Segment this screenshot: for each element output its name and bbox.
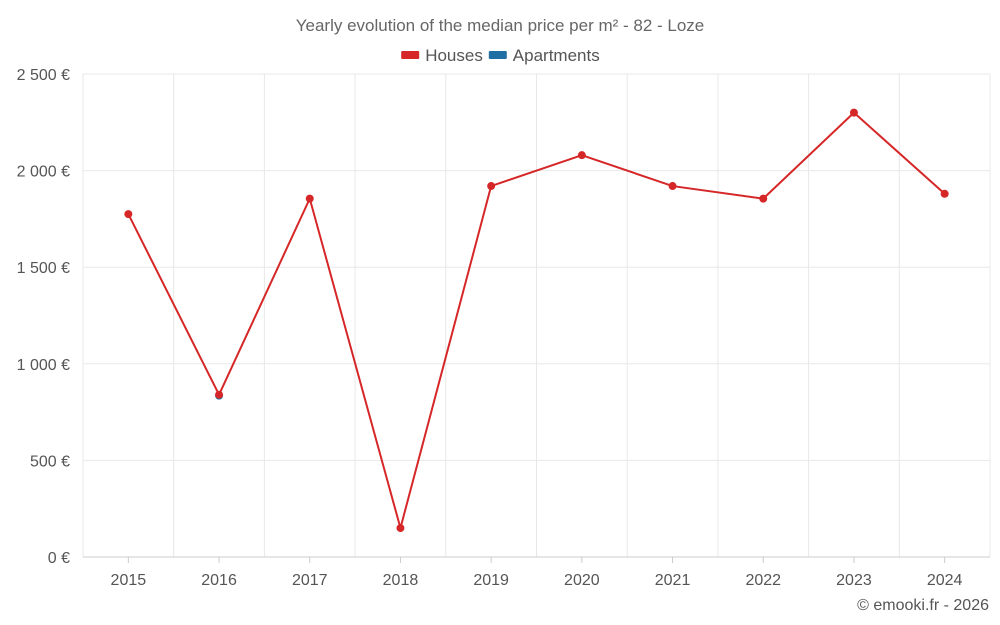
- y-tick-label: 1 000 €: [17, 357, 70, 374]
- legend-label-houses: Houses: [425, 46, 483, 65]
- x-tick-label: 2015: [111, 572, 147, 589]
- x-tick-label: 2019: [473, 572, 509, 589]
- y-tick-label: 2 000 €: [17, 164, 70, 181]
- x-tick-label: 2020: [564, 572, 600, 589]
- y-tick-label: 2 500 €: [17, 67, 70, 84]
- x-tick-label: 2023: [836, 572, 872, 589]
- x-axis: 2015 2016 2017 2018 2019 2020 2021 2022 2023 2024: [83, 556, 990, 589]
- houses-point: [759, 194, 768, 203]
- legend-swatch-houses: [401, 51, 420, 59]
- x-tick-label: 2016: [201, 572, 237, 589]
- legend: Houses Apartments: [401, 46, 600, 65]
- houses-point: [668, 182, 677, 191]
- chart-title: Yearly evolution of the median price per…: [296, 16, 705, 35]
- houses-point: [849, 108, 858, 117]
- houses-point: [577, 151, 586, 160]
- x-tick-label: 2017: [292, 572, 328, 589]
- houses-point: [215, 390, 224, 399]
- legend-swatch-apartments: [488, 51, 507, 59]
- houses-point: [396, 524, 405, 533]
- houses-point: [124, 210, 133, 219]
- houses-line: [127, 111, 946, 530]
- credit-text: © emooki.fr - 2026: [857, 597, 989, 614]
- x-tick-label: 2018: [383, 572, 419, 589]
- x-tick-label: 2021: [655, 572, 691, 589]
- x-tick-label: 2022: [745, 572, 781, 589]
- houses-point: [305, 194, 314, 203]
- y-tick-label: 1 500 €: [17, 260, 70, 277]
- grid: [82, 73, 991, 557]
- y-tick-label: 500 €: [30, 453, 70, 470]
- y-axis: 0 € 500 € 1 000 € 1 500 € 2 000 € 2 500 €: [17, 67, 70, 567]
- x-tick-label: 2024: [927, 572, 963, 589]
- legend-label-apartments: Apartments: [513, 46, 600, 65]
- houses-point: [940, 189, 949, 198]
- houses-point: [487, 182, 496, 191]
- y-tick-label: 0 €: [48, 550, 70, 567]
- series-layer: [124, 108, 949, 533]
